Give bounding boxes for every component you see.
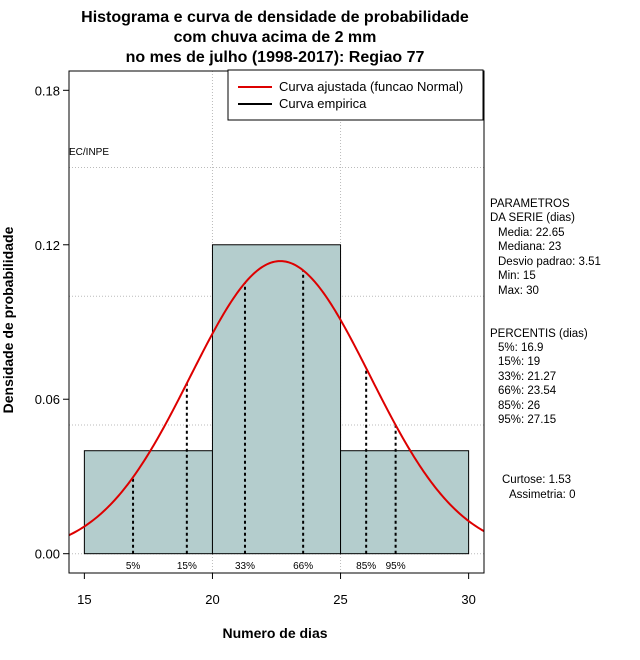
parametros-panel: PARAMETROS DA SERIE (dias) Media: 22.65 … <box>490 198 601 297</box>
parametros-heading-1: PARAMETROS <box>490 198 570 210</box>
percentile-label-3: 66% <box>293 561 313 572</box>
assimetria-label: Assimetria: 0 <box>509 489 575 501</box>
parametros-min: Min: 15 <box>498 270 536 282</box>
legend-label-empirical: Curva empirica <box>279 96 367 111</box>
percentis-heading: PERCENTIS (dias) <box>490 328 588 340</box>
legend: Curva ajustada (funcao Normal) Curva emp… <box>227 69 484 121</box>
y-tick-label-2: 0.12 <box>35 238 60 253</box>
chart-title-line-2: com chuva acima de 2 mm <box>174 29 377 46</box>
parametros-mediana: Mediana: 23 <box>498 241 561 253</box>
percentile-lines: 5% 15% 33% 66% 85% 95% <box>126 270 406 572</box>
y-tick-label-3: 0.18 <box>35 83 60 98</box>
x-tick-label-2: 25 <box>333 592 347 607</box>
x-tick-label-1: 20 <box>205 592 219 607</box>
percentile-label-0: 5% <box>126 561 141 572</box>
parametros-heading-2: DA SERIE (dias) <box>490 212 575 224</box>
legend-label-fitted: Curva ajustada (funcao Normal) <box>279 79 463 94</box>
percentile-label-5: 95% <box>386 561 406 572</box>
parametros-max: Max: 30 <box>498 285 539 297</box>
chart-title-line-1: Histograma e curva de densidade de proba… <box>81 9 469 26</box>
percentis-p5: 5%: 16.9 <box>498 342 543 354</box>
percentis-p85: 85%: 26 <box>498 400 540 412</box>
y-tick-label-1: 0.06 <box>35 392 60 407</box>
credit-label: EC/INPE <box>69 147 109 158</box>
percentis-panel: PERCENTIS (dias) 5%: 16.9 15%: 19 33%: 2… <box>490 328 588 426</box>
y-tick-label-0: 0.00 <box>35 547 60 562</box>
parametros-desvio: Desvio padrao: 3.51 <box>498 256 601 268</box>
axes: 15 20 25 30 0.00 0.06 0.12 0.18 <box>35 70 485 607</box>
histogram-bars <box>83 244 470 555</box>
y-axis-title: Densidade de probabilidade <box>0 226 16 413</box>
normal-curve <box>68 260 485 537</box>
shape-stats: Curtose: 1.53 Assimetria: 0 <box>502 474 575 501</box>
legend-box <box>227 69 484 121</box>
percentis-p66: 66%: 23.54 <box>498 385 557 397</box>
percentis-p15: 15%: 19 <box>498 356 540 368</box>
normal-curve-layer <box>68 260 485 537</box>
parametros-media: Media: 22.65 <box>498 227 565 239</box>
chart-title-line-3: no mes de julho (1998-2017): Regiao 77 <box>126 49 425 66</box>
histogram-bar-2 <box>340 450 470 555</box>
percentis-p95: 95%: 27.15 <box>498 414 556 426</box>
percentile-label-4: 85% <box>356 561 376 572</box>
percentile-label-1: 15% <box>177 561 197 572</box>
curtose-label: Curtose: 1.53 <box>502 474 571 486</box>
percentis-p33: 33%: 21.27 <box>498 371 556 383</box>
percentile-label-2: 33% <box>235 561 255 572</box>
histogram-bar-0 <box>83 450 213 555</box>
x-tick-label-0: 15 <box>77 592 91 607</box>
x-axis-title: Numero de dias <box>222 625 327 641</box>
chart-title: Histograma e curva de densidade de proba… <box>81 9 469 66</box>
x-tick-label-3: 30 <box>461 592 475 607</box>
